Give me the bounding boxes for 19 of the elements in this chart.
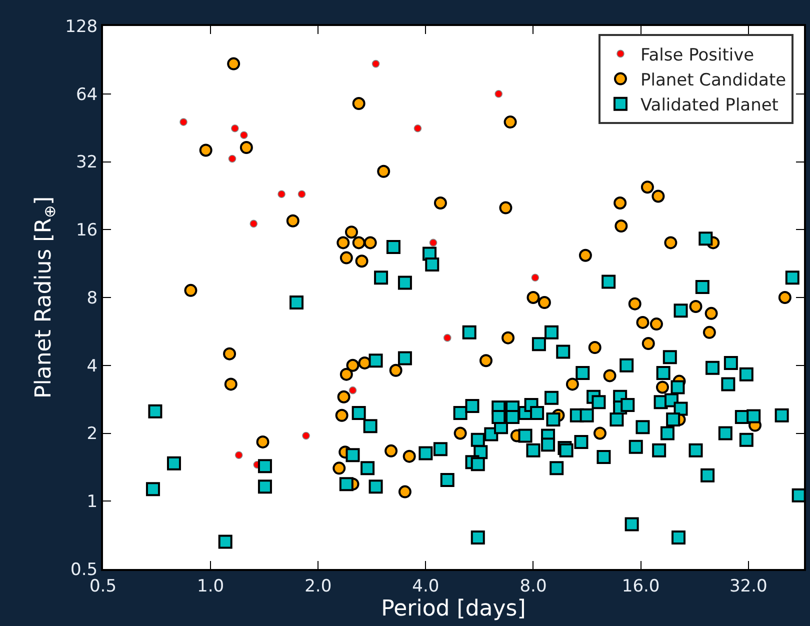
y-tick-label: 4 — [86, 356, 98, 376]
legend-label: Planet Candidate — [640, 70, 786, 90]
y-tick-label: 64 — [76, 84, 98, 105]
x-tick-label: 8.0 — [520, 576, 547, 596]
y-tick-label: 128 — [65, 16, 98, 37]
x-tick-label: 4.0 — [412, 576, 440, 596]
x-tick-label: 16.0 — [622, 576, 660, 596]
y-tick-label: 16 — [76, 220, 98, 241]
legend-label: False Positive — [640, 45, 754, 66]
y-tick-label: 2 — [86, 424, 98, 444]
x-tick-label: 1.0 — [197, 576, 224, 596]
x-tick-label: 32.0 — [729, 576, 768, 596]
y-tick-label: 0.5 — [70, 560, 98, 580]
x-axis-title: Period [days] — [381, 596, 526, 622]
x-tick-label: 2.0 — [304, 576, 332, 596]
y-tick-label: 1 — [86, 492, 98, 512]
y-tick-label: 32 — [76, 152, 98, 173]
y-tick-label: 8 — [86, 288, 98, 308]
legend-label: Validated Planet — [640, 96, 779, 116]
